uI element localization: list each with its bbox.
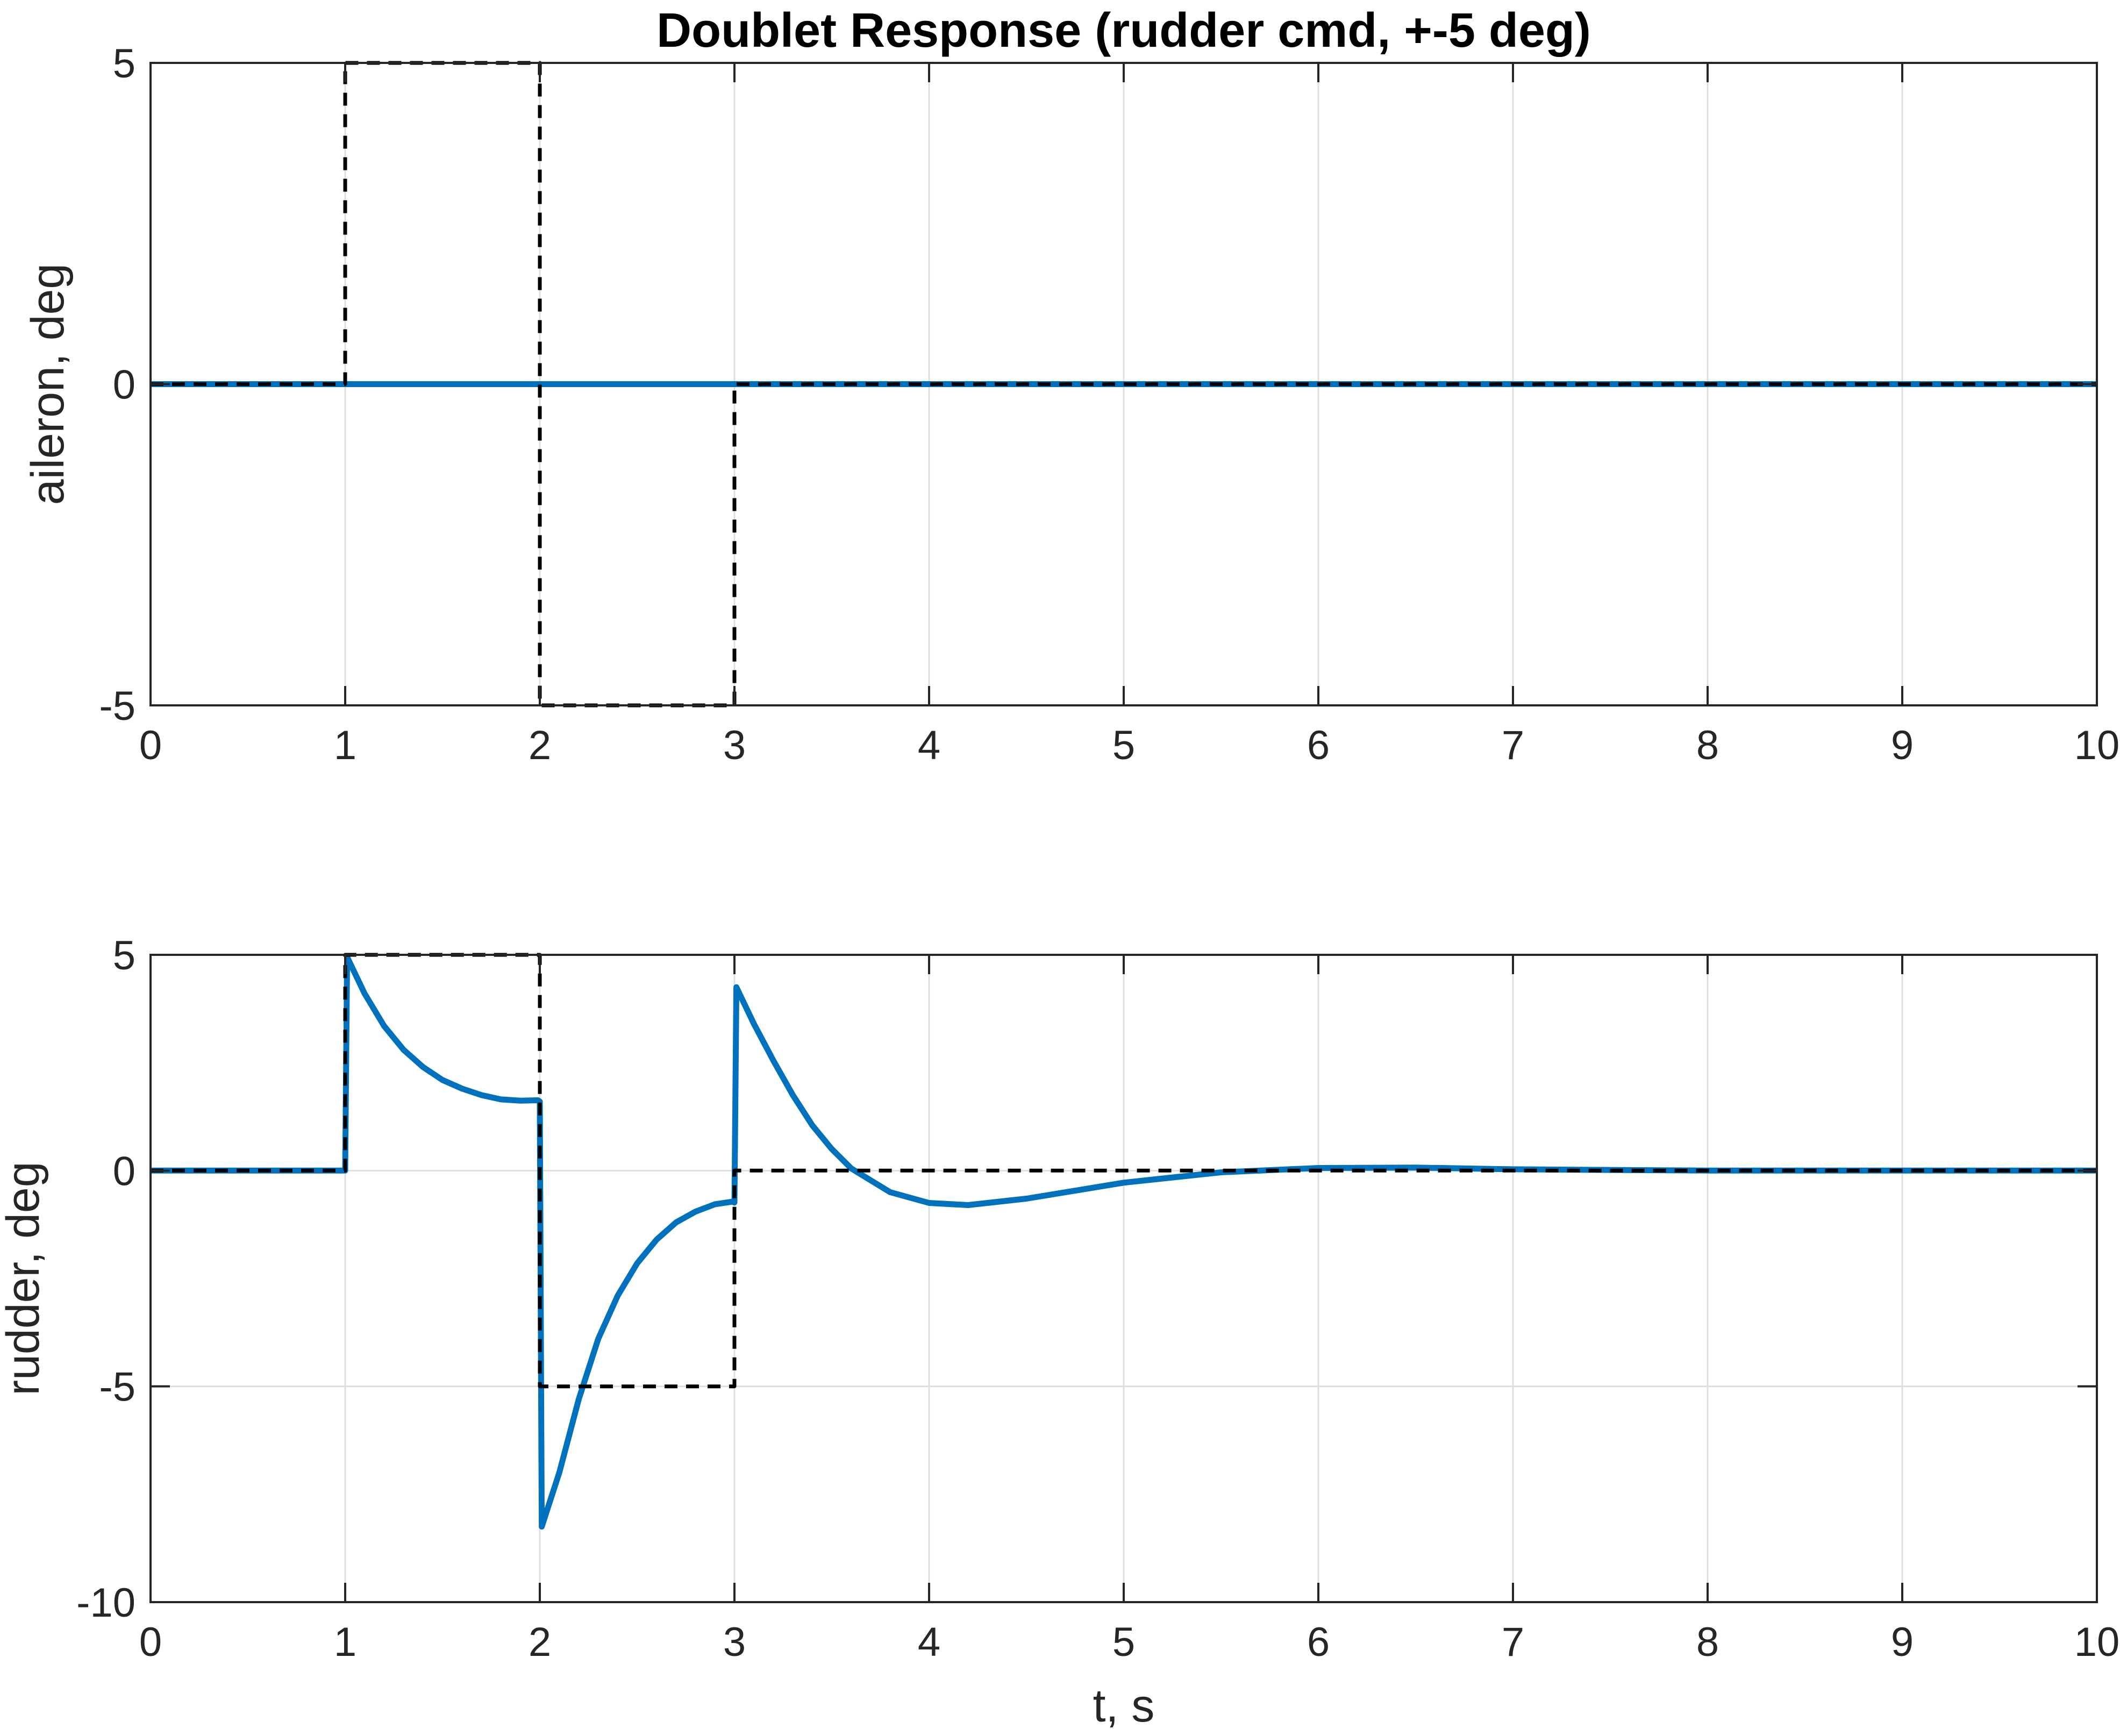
x-tick-label: 10 bbox=[2074, 723, 2120, 768]
x-tick-label: 6 bbox=[1307, 1619, 1330, 1665]
y-tick-label: -5 bbox=[99, 1364, 135, 1410]
y-tick-label: -10 bbox=[76, 1580, 135, 1626]
x-tick-label: 1 bbox=[334, 1619, 356, 1665]
x-tick-label: 2 bbox=[529, 1619, 551, 1665]
x-axis-label: t, s bbox=[1093, 1680, 1155, 1732]
x-tick-label: 2 bbox=[529, 723, 551, 768]
x-tick-label: 3 bbox=[723, 723, 746, 768]
subplot-2: 0 1 2 3 4 5 6 7 8 9 10 -10 -5 0 5 rudder, deg t, s bbox=[0, 933, 2119, 1732]
y-tick-label: 0 bbox=[113, 362, 135, 408]
command-line-dashed bbox=[151, 61, 2097, 708]
x-tick-label: 8 bbox=[1696, 723, 1719, 768]
x-tick-label: 5 bbox=[1112, 723, 1135, 768]
x-tick-label: 7 bbox=[1502, 723, 1524, 768]
y-axis-label: rudder, deg bbox=[0, 1161, 49, 1395]
y-axis-label: aileron, deg bbox=[22, 263, 74, 505]
x-tick-label: 4 bbox=[918, 1619, 940, 1665]
x-tick-label: 9 bbox=[1891, 723, 1914, 768]
y-tick-label: 5 bbox=[113, 41, 135, 87]
x-tick-label: 3 bbox=[723, 1619, 746, 1665]
chart-title: Doublet Response (rudder cmd, +-5 deg) bbox=[656, 4, 1591, 58]
x-tick-label: 9 bbox=[1891, 1619, 1914, 1665]
x-tick-label: 5 bbox=[1112, 1619, 1135, 1665]
x-tick-label: 6 bbox=[1307, 723, 1330, 768]
x-tick-label: 0 bbox=[139, 723, 162, 768]
command-line-dashed bbox=[151, 953, 2097, 1389]
x-tick-label: 7 bbox=[1502, 1619, 1524, 1665]
y-tick-label: 0 bbox=[113, 1148, 135, 1194]
x-tick-label: 8 bbox=[1696, 1619, 1719, 1665]
x-tick-label: 0 bbox=[139, 1619, 162, 1665]
response-line-solid bbox=[151, 954, 2097, 1530]
x-tick-label: 10 bbox=[2074, 1619, 2120, 1665]
y-tick-label: -5 bbox=[99, 683, 135, 729]
x-tick-label: 1 bbox=[334, 723, 356, 768]
x-tick-label: 4 bbox=[918, 723, 940, 768]
y-tick-label: 5 bbox=[113, 933, 135, 978]
